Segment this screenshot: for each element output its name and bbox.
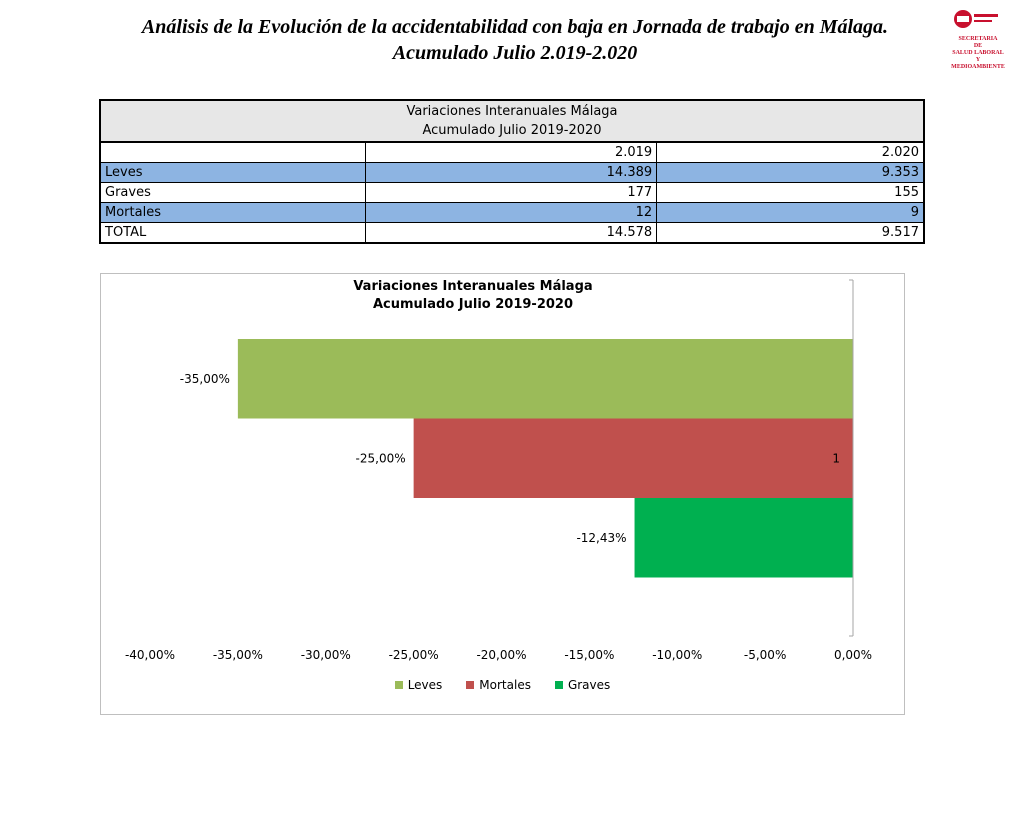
table-title: Variaciones Interanuales Málaga Acumulad… [99, 99, 925, 143]
chart-legend: Leves Mortales Graves [101, 678, 904, 692]
legend-item: Leves [394, 678, 443, 692]
data-label: -35,00% [180, 372, 230, 386]
logo-text-line: SECRETARIA [958, 36, 998, 42]
logo-text-line: DE [973, 43, 983, 49]
bar [413, 418, 853, 498]
data-table: Variaciones Interanuales Málaga Acumulad… [98, 99, 926, 244]
page-title: Análisis de la Evolución de la accidenta… [100, 14, 930, 66]
x-tick-label: -20,00% [476, 648, 526, 662]
legend-label: Graves [567, 678, 611, 692]
row-label: TOTAL [98, 222, 366, 244]
logo-text-line: MEDIOAMBIENTE [951, 64, 1005, 70]
x-tick-label: -35,00% [213, 648, 263, 662]
chart-title: Variaciones Interanuales Málaga Acumulad… [353, 278, 593, 314]
data-label: -25,00% [356, 451, 406, 465]
x-tick-label: -25,00% [389, 648, 439, 662]
row-value-2019: 177 [364, 182, 658, 203]
table-row-total: TOTAL 14.578 9.517 [98, 222, 926, 244]
logo-text: SECRETARIA DE SALUD LABORAL Y MEDIOAMBIE… [948, 36, 1008, 71]
logo-text-line: SALUD LABORAL [952, 50, 1004, 56]
row-value-2019: 12 [364, 202, 658, 223]
table-column-header-row: 2.019 2.020 [98, 141, 926, 163]
x-tick-label: -15,00% [564, 648, 614, 662]
legend-label: Leves [407, 678, 443, 692]
row-value-2019: 14.389 [364, 162, 658, 183]
page-title-line-2: Acumulado Julio 2.019-2.020 [392, 42, 638, 64]
chart-title-line-1: Variaciones Interanuales Málaga [353, 279, 593, 294]
row-label: Mortales [98, 202, 366, 223]
row-value-2020: 9.517 [656, 222, 926, 244]
table-title-line-2: Acumulado Julio 2019-2020 [422, 123, 602, 138]
logo-text-line: Y [975, 57, 981, 63]
legend-item: Mortales [466, 678, 531, 692]
table-title-line-1: Variaciones Interanuales Málaga [406, 104, 618, 119]
table-header-row: Variaciones Interanuales Málaga Acumulad… [99, 99, 925, 143]
legend-label: Mortales [479, 678, 531, 692]
legend-swatch [466, 681, 475, 689]
legend-swatch [394, 681, 403, 689]
bar [237, 339, 853, 419]
ugt-logo-mark [954, 10, 998, 28]
x-tick-label: -40,00% [125, 648, 175, 662]
x-tick-label: 0,00% [834, 648, 872, 662]
legend-item: Graves [554, 678, 611, 692]
bar [634, 498, 853, 578]
row-label: Leves [98, 162, 366, 183]
table-row: Mortales 12 9 [98, 202, 926, 223]
row-value-2020: 9 [656, 202, 926, 223]
page-title-line-1: Análisis de la Evolución de la accidenta… [141, 16, 889, 38]
ugt-logo: SECRETARIA DE SALUD LABORAL Y MEDIOAMBIE… [948, 6, 1008, 76]
x-tick-label: -10,00% [652, 648, 702, 662]
row-value-2019: 14.578 [364, 222, 658, 244]
data-label: -12,43% [576, 531, 626, 545]
legend-swatch [554, 681, 563, 689]
chart-title-line-2: Acumulado Julio 2019-2020 [372, 297, 574, 312]
table-row: Leves 14.389 9.353 [98, 162, 926, 183]
x-tick-label: -5,00% [744, 648, 786, 662]
x-tick-label: -30,00% [301, 648, 351, 662]
bar-annotation: 1 [832, 451, 840, 465]
